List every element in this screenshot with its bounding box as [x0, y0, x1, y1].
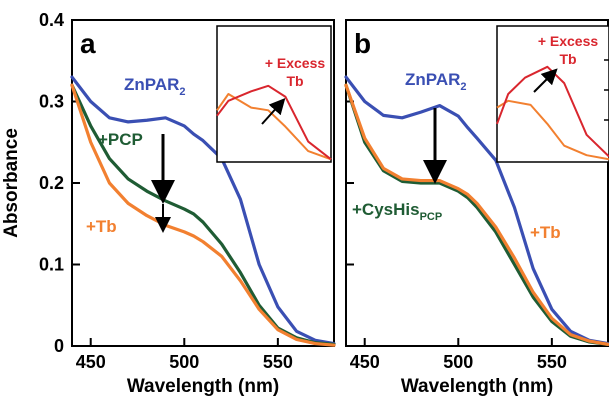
series-line-1	[344, 83, 609, 346]
inset-series-line-0	[216, 93, 332, 161]
x-tick-label: 500	[169, 352, 199, 372]
inset-a-label-line1: + Excess	[265, 55, 326, 71]
inset-series-line-1	[216, 84, 332, 161]
x-tick-label: 550	[263, 352, 293, 372]
panel-a-label: a	[80, 28, 96, 59]
panel-b-label: b	[354, 28, 371, 59]
series-label-znpar2: ZnPAR2	[124, 75, 186, 98]
panel-b-series	[344, 75, 609, 346]
panel-b-x-ticks: 450 500 550 Wavelength (nm)	[350, 338, 567, 397]
panel-b-inset-series	[496, 65, 609, 161]
series-label-tb-b: +Tb	[530, 223, 561, 242]
series-label-znpar2-text: ZnPAR	[124, 75, 179, 94]
inset-series-line-1	[496, 65, 609, 158]
series-label-cyshis-pcp: +CysHisPCP	[352, 200, 442, 223]
series-label-znpar2-sub: 2	[179, 86, 185, 98]
series-label-tb: +Tb	[86, 217, 117, 236]
panel-a-y-ticks: 0 0.1 0.2 0.3 0.4	[39, 10, 80, 356]
panel-a-x-ticks: 450 500 550 Wavelength (nm)	[76, 338, 293, 397]
panel-b-y-ticks	[346, 19, 354, 347]
y-tick-label: 0.4	[39, 10, 64, 30]
series-line-2	[344, 83, 609, 346]
series-line-0	[344, 75, 609, 346]
y-tick-label: 0.2	[39, 173, 64, 193]
inset-series-line-0	[496, 99, 609, 161]
series-label-pcp: +PCP	[98, 130, 143, 149]
x-tick-label: 500	[443, 352, 473, 372]
panel-a-inset-series	[216, 84, 332, 161]
inset-b-arrow	[533, 68, 558, 93]
panel-a-series	[70, 75, 336, 347]
x-tick-label: 450	[350, 352, 380, 372]
series-label-znpar2-b-text: ZnPAR	[405, 70, 460, 89]
x-tick-label: 450	[76, 352, 106, 372]
series-line-0	[70, 75, 336, 346]
panel-a: Absorbance 0 0.1 0.2 0.3 0.4 450 500 550 Wavele…	[1, 10, 336, 397]
x-tick-label: 550	[537, 352, 567, 372]
panel-a-inset-frame	[216, 25, 332, 163]
series-label-znpar2-b: ZnPAR2	[405, 70, 467, 93]
y-tick-label: 0.1	[39, 255, 64, 275]
y-tick-label: 0	[54, 336, 64, 356]
inset-b-label-line2: Tb	[559, 51, 576, 67]
y-axis-label: Absorbance	[1, 128, 22, 238]
inset-a-label-line2: Tb	[286, 73, 303, 89]
inset-b-label-line1: + Excess	[538, 33, 599, 49]
inset-a-arrow	[261, 98, 286, 125]
x-axis-label: Wavelength (nm)	[127, 376, 279, 397]
series-label-znpar2-b-sub: 2	[460, 81, 466, 93]
series-label-cyshis-sub: PCP	[420, 211, 443, 223]
panel-b: 450 500 550 Wavelength (nm) b ZnPAR2 +CysHi…	[344, 19, 609, 397]
y-tick-label: 0.3	[39, 92, 64, 112]
x-axis-label: Wavelength (nm)	[401, 376, 553, 397]
series-label-cyshis-text: +CysHis	[352, 200, 420, 219]
series-line-2	[70, 83, 336, 347]
